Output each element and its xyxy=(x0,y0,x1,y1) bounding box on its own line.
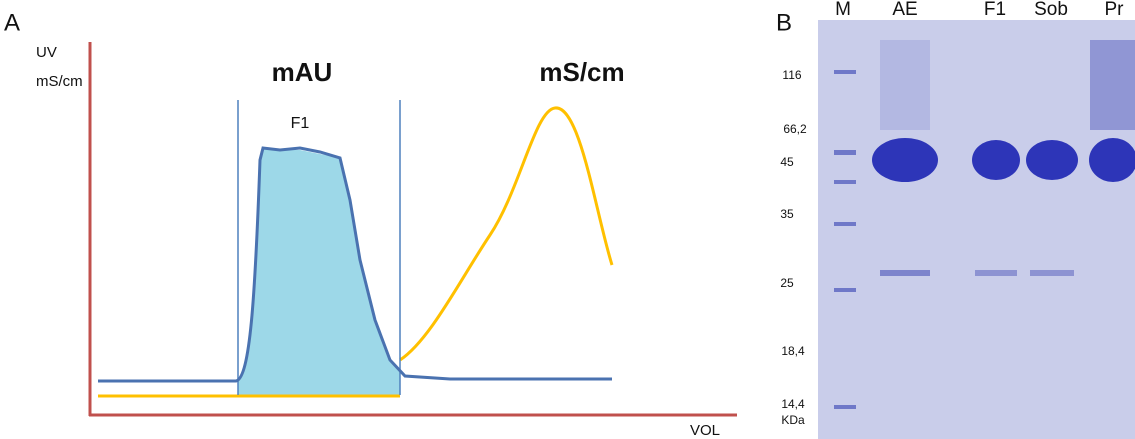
panel-label: A xyxy=(4,9,20,36)
marker-label: 116 xyxy=(782,68,801,82)
smear xyxy=(1090,40,1135,130)
band xyxy=(834,405,856,409)
lane-label: F1 xyxy=(984,0,1006,20)
figure: A UV mS/cm VOL mAU mS/cm F1 B M AE F1 So… xyxy=(0,0,1135,439)
marker-label: 18,4 xyxy=(781,344,805,358)
y-axis-label: UV xyxy=(36,44,57,61)
band xyxy=(834,222,856,226)
trace-label: mS/cm xyxy=(539,57,624,87)
gel xyxy=(818,20,1135,439)
band xyxy=(834,180,856,184)
panel-label: B xyxy=(776,9,792,36)
lane-label: Sob xyxy=(1034,0,1068,20)
band xyxy=(834,150,856,155)
trace-label: mAU xyxy=(272,57,333,87)
band xyxy=(834,70,856,74)
lane-label: AE xyxy=(892,0,917,20)
band xyxy=(972,140,1020,180)
page: {"panel_a": {"label": "A", "y_axis_label… xyxy=(0,0,1135,439)
lane-label: Pr xyxy=(1105,0,1125,20)
marker-label: 14,4 xyxy=(781,397,805,411)
conductivity-trace xyxy=(400,108,612,360)
smear xyxy=(880,40,930,130)
band xyxy=(1030,270,1074,276)
band xyxy=(872,138,938,182)
marker-label: 35 xyxy=(780,207,794,221)
marker-label: 25 xyxy=(780,276,794,290)
band xyxy=(1089,138,1135,182)
band xyxy=(975,270,1017,276)
unit-label: KDa xyxy=(781,413,805,427)
fraction-area xyxy=(238,148,400,395)
x-axis-label: VOL xyxy=(690,422,720,439)
marker-label: 45 xyxy=(780,155,794,169)
band xyxy=(834,288,856,292)
fraction-label: F1 xyxy=(291,115,310,132)
y-axis-label: mS/cm xyxy=(36,73,83,90)
marker-label: 66,2 xyxy=(783,122,807,136)
lane-label: M xyxy=(835,0,851,20)
band xyxy=(880,270,930,276)
band xyxy=(1026,140,1078,180)
